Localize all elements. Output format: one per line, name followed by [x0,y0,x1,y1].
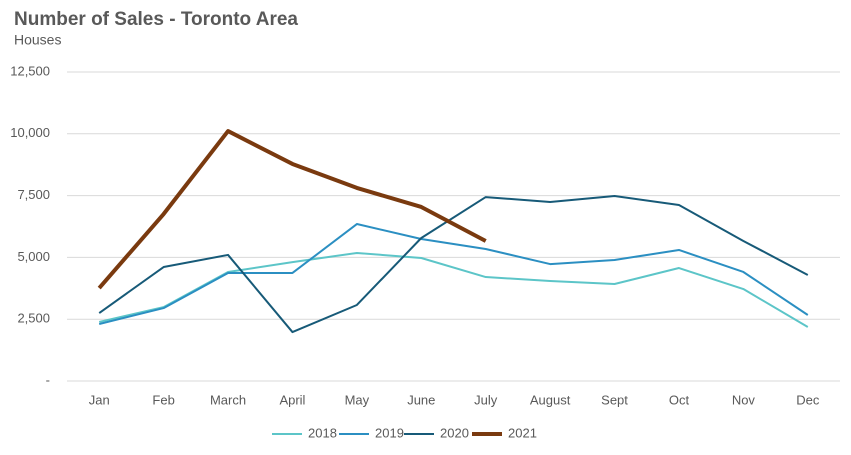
legend-label: 2020 [440,425,469,440]
x-tick-label: Feb [152,392,174,407]
legend-label: 2018 [308,425,337,440]
x-tick-label: Jan [89,392,110,407]
x-tick-label: Dec [796,392,820,407]
x-tick-label: April [279,392,305,407]
series-line [98,251,809,328]
chart-title: Number of Sales - Toronto Area [14,9,298,30]
y-tick-label: 2,500 [17,311,50,326]
chart-subtitle: Houses [14,32,61,48]
x-tick-label: March [210,392,246,407]
legend-label: 2019 [375,425,404,440]
y-tick-label: 7,500 [17,187,50,202]
y-tick-label: - [46,372,50,387]
y-tick-label: 5,000 [17,249,50,264]
y-tick-label: 10,000 [10,125,50,140]
x-tick-label: Sept [601,392,628,407]
legend-label: 2021 [508,425,537,440]
x-tick-label: Oct [669,392,690,407]
y-tick-label: 12,500 [10,63,50,78]
x-tick-label: May [345,392,370,407]
series-line [98,223,809,325]
x-tick-label: July [474,392,498,407]
x-tick-label: June [407,392,435,407]
x-tick-label: August [530,392,571,407]
series-line [98,194,809,334]
x-tick-label: Nov [732,392,756,407]
series-line [97,129,487,290]
